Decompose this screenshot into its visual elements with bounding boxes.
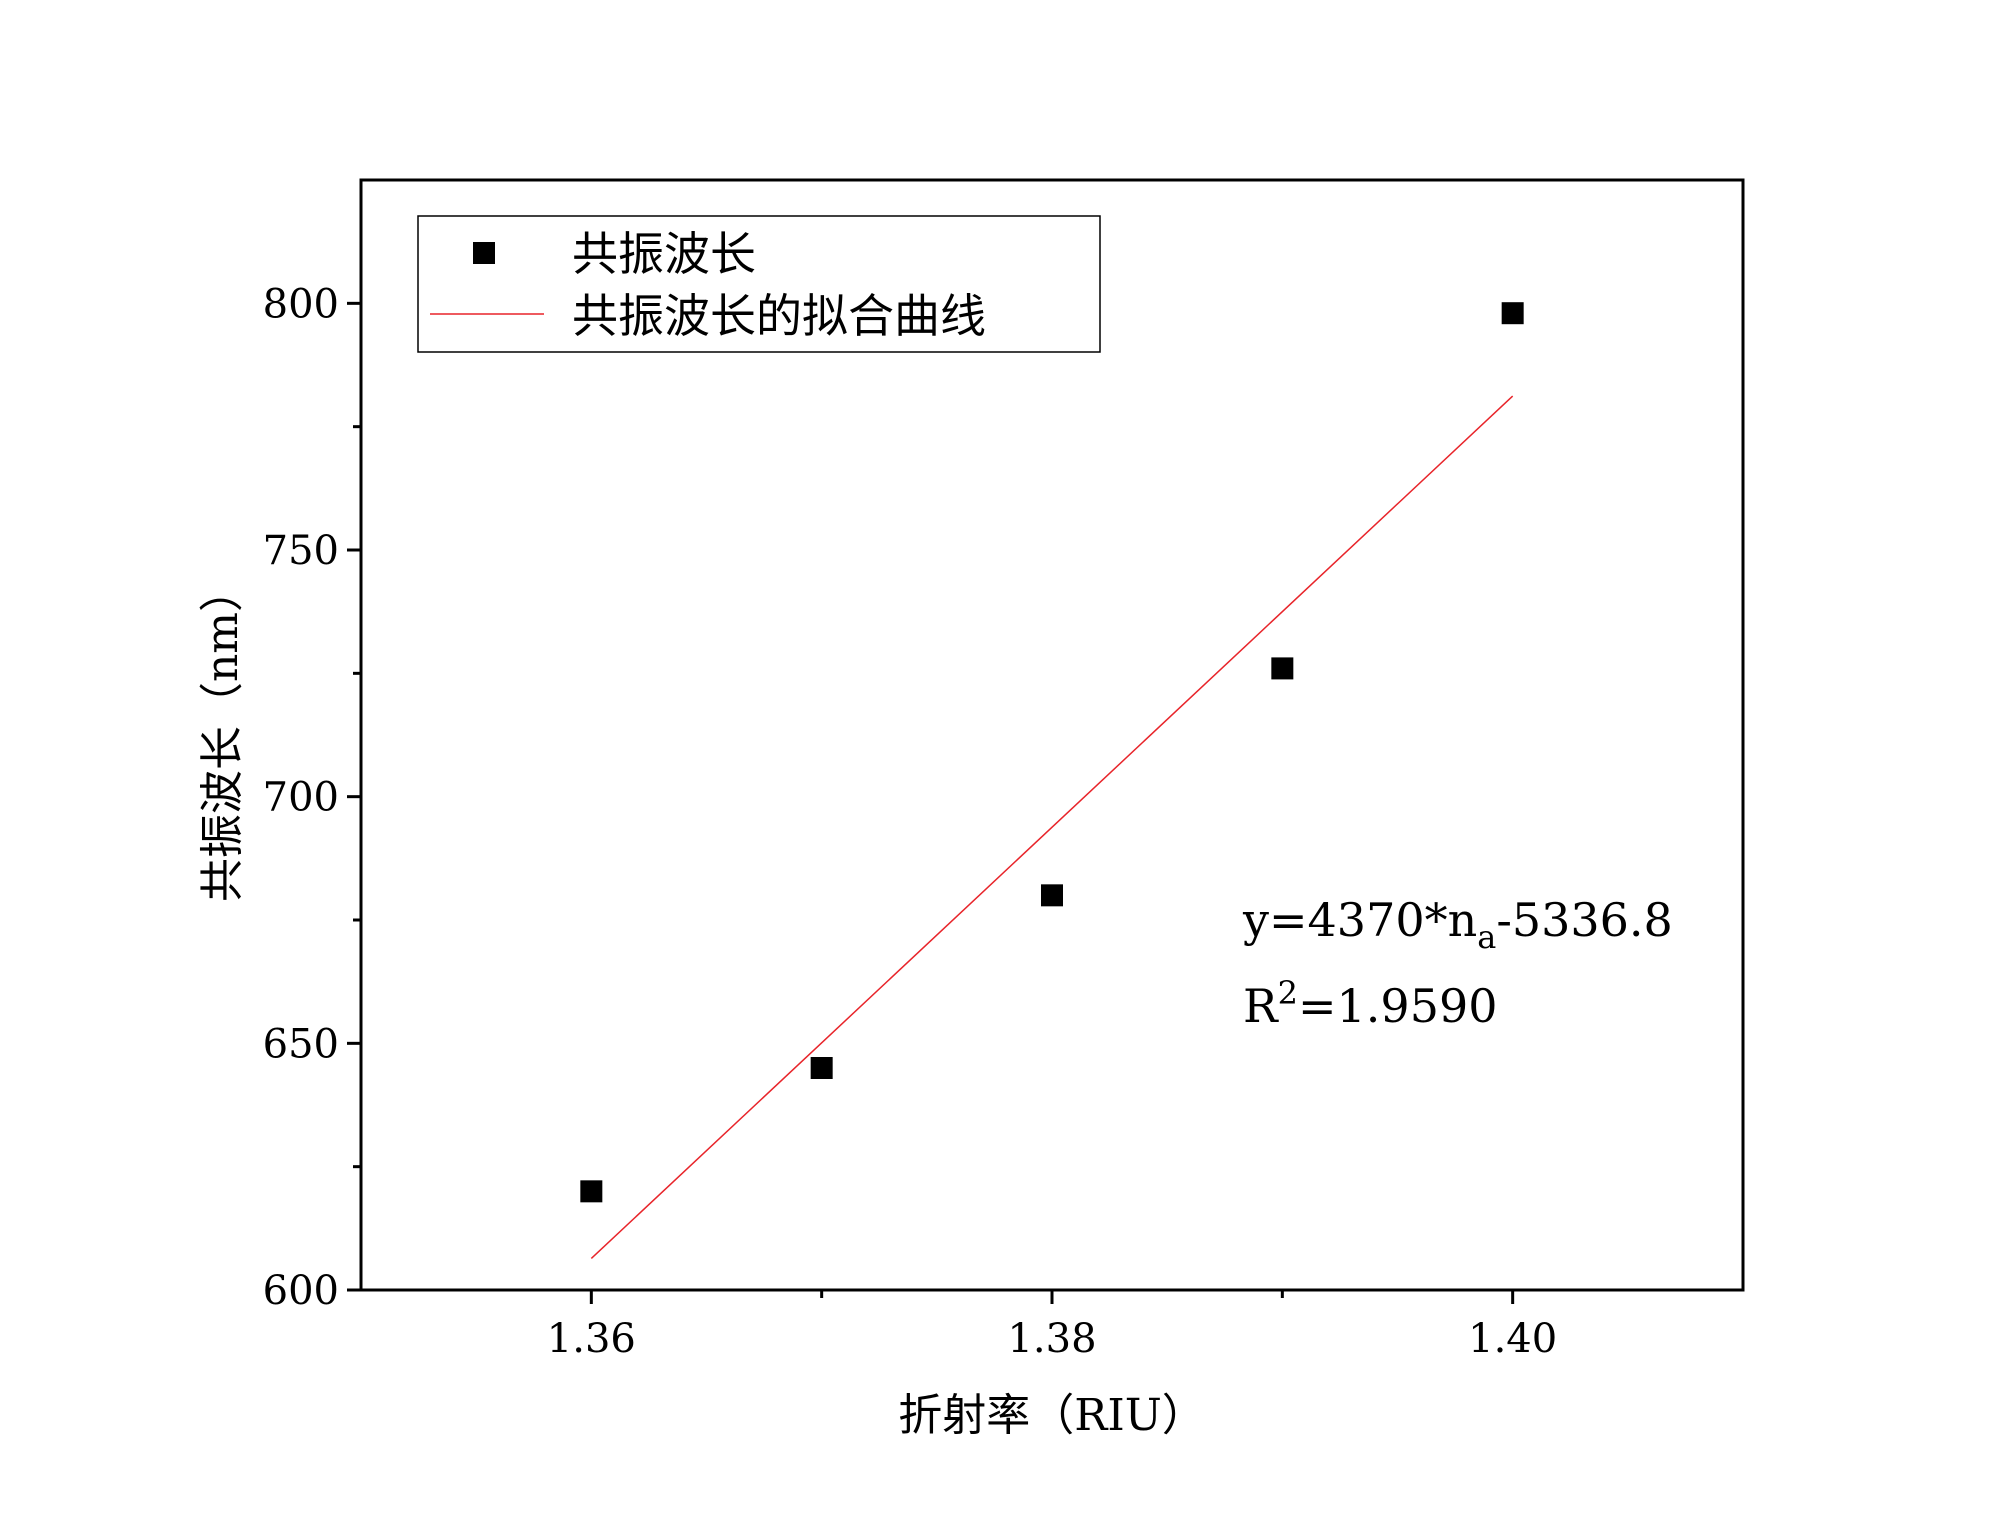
legend-marker-square (473, 242, 495, 264)
legend-label-scatter: 共振波长 (572, 227, 756, 281)
marker-layer (580, 302, 1524, 1203)
data-point (1501, 302, 1524, 325)
r-squared-value: =1.9590 (1298, 979, 1498, 1033)
y-tick-label: 700 (263, 775, 339, 821)
x-axis-ticks: 1.36 1.38 1.40 (547, 1290, 1557, 1362)
y-tick-label: 750 (263, 528, 339, 574)
x-tick-label: 1.38 (1007, 1316, 1096, 1362)
fit-equation-main: y=4370*n (1242, 893, 1477, 947)
fit-line-layer (590, 395, 1514, 1259)
data-point (1271, 657, 1294, 680)
y-axis-label: 共振波长（nm） (197, 568, 248, 902)
data-point (580, 1180, 603, 1203)
fit-line (590, 395, 1514, 1259)
fit-equation: y=4370*na-5336.8 (1242, 893, 1673, 956)
data-point (810, 1057, 833, 1079)
fit-equation-intercept: -5336.8 (1496, 893, 1673, 947)
y-tick-label: 600 (263, 1268, 339, 1314)
y-axis-ticks: 600 650 700 750 800 (263, 281, 361, 1314)
legend-label-fit: 共振波长的拟合曲线 (572, 289, 986, 343)
x-axis-label: 折射率（RIU） (898, 1390, 1206, 1441)
x-tick-label: 1.40 (1468, 1316, 1557, 1362)
legend-box (417, 215, 1101, 353)
y-tick-label: 650 (263, 1021, 339, 1067)
r-squared-superscript: 2 (1278, 974, 1298, 1012)
y-tick-label: 800 (263, 281, 339, 327)
r-squared-prefix: R (1243, 979, 1279, 1033)
legend: 共振波长 共振波长的拟合曲线 (417, 215, 1101, 353)
fit-equation-subscript: a (1477, 918, 1496, 956)
data-point (1041, 884, 1063, 907)
r-squared: R2=1.9590 (1243, 974, 1498, 1033)
x-tick-label: 1.36 (547, 1316, 636, 1362)
